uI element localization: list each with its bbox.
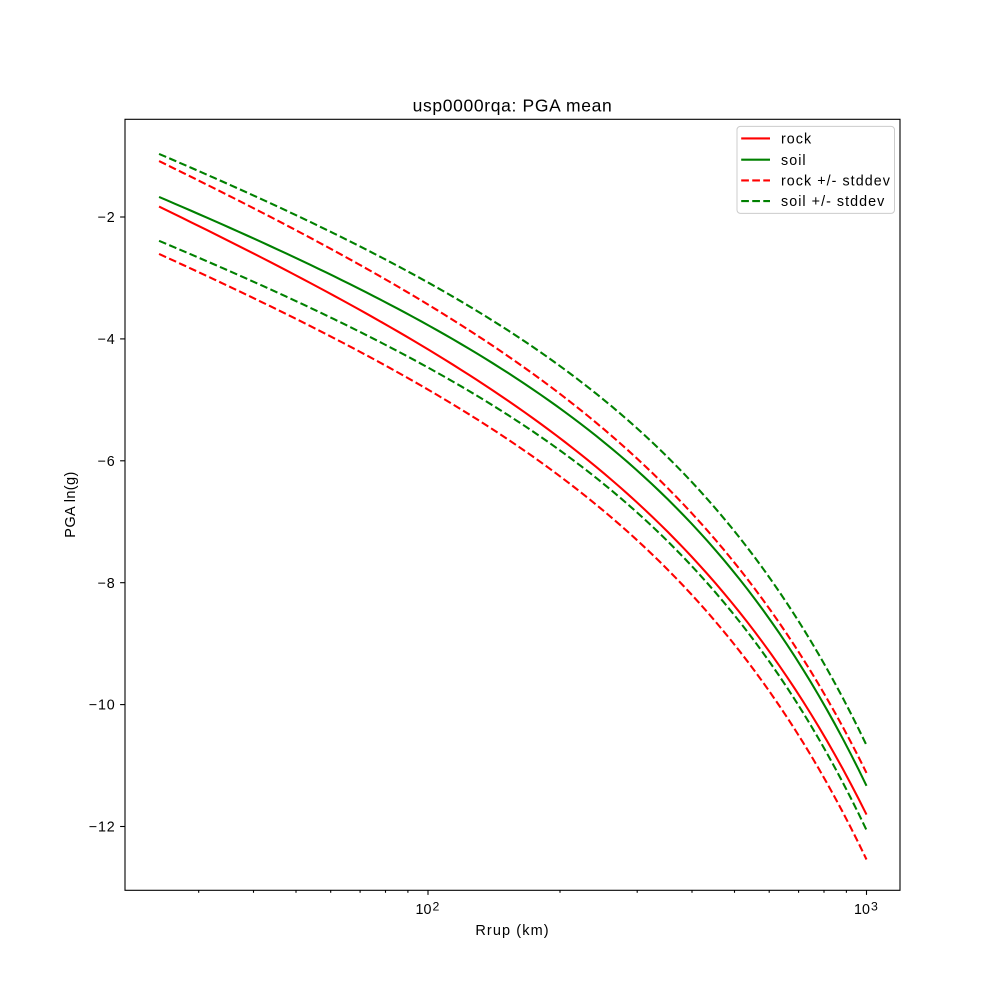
svg-text:−2: −2 bbox=[98, 210, 116, 226]
svg-text:−4: −4 bbox=[98, 332, 116, 348]
svg-text:soil +/- stddev: soil +/- stddev bbox=[781, 194, 885, 210]
svg-text:−8: −8 bbox=[98, 576, 116, 592]
svg-text:Rrup (km): Rrup (km) bbox=[475, 923, 549, 939]
svg-text:10: 10 bbox=[416, 902, 432, 918]
svg-text:PGA ln(g): PGA ln(g) bbox=[63, 471, 79, 537]
svg-text:−6: −6 bbox=[98, 454, 116, 470]
svg-text:−10: −10 bbox=[89, 698, 116, 714]
svg-text:10: 10 bbox=[854, 902, 870, 918]
svg-text:−12: −12 bbox=[89, 820, 116, 836]
svg-text:2: 2 bbox=[433, 900, 440, 914]
svg-text:3: 3 bbox=[871, 900, 878, 914]
svg-text:usp0000rqa: PGA mean: usp0000rqa: PGA mean bbox=[413, 96, 613, 116]
svg-text:rock +/- stddev: rock +/- stddev bbox=[781, 174, 891, 190]
svg-text:rock: rock bbox=[781, 132, 812, 148]
svg-text:soil: soil bbox=[781, 153, 807, 169]
